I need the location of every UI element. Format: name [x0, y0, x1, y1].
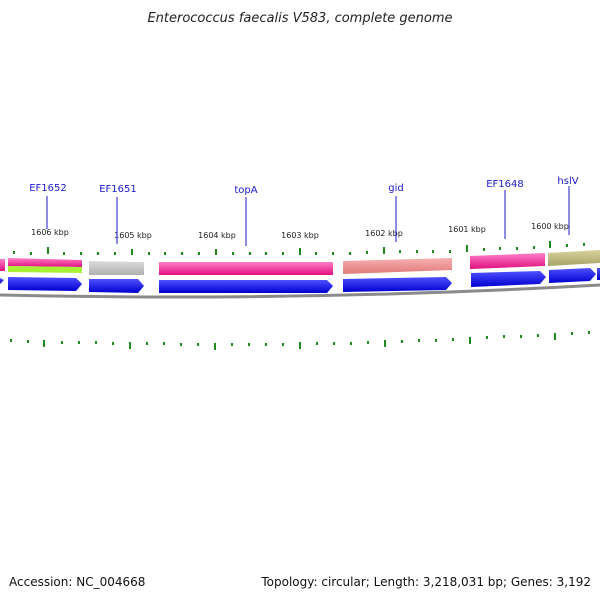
feature-block-ef1652-pink[interactable] [8, 258, 82, 267]
gene-label-ef1652[interactable]: EF1652 [29, 183, 67, 194]
feature-block-ef1648[interactable] [470, 253, 545, 269]
kbp-label-1604: 1604 kbp [198, 231, 236, 240]
feature-block-ef1651[interactable] [89, 261, 144, 275]
feature-block-hslv[interactable] [548, 250, 600, 266]
gene-label-gid[interactable]: gid [388, 183, 403, 194]
feature-block-ef1652-green[interactable] [8, 266, 82, 273]
gene-label-ef1648[interactable]: EF1648 [486, 179, 524, 190]
kbp-label-1606: 1606 kbp [31, 228, 69, 237]
cds-arrow-topa[interactable] [159, 280, 333, 293]
cds-arrow-gid[interactable] [343, 277, 452, 292]
genome-summary: Topology: circular; Length: 3,218,031 bp… [260, 575, 591, 589]
kbp-label-1601: 1601 kbp [448, 225, 486, 234]
feature-blocks [0, 250, 600, 275]
gene-label-ef1651[interactable]: EF1651 [99, 184, 137, 195]
feature-block-gid[interactable] [343, 258, 452, 274]
cds-arrows [0, 268, 600, 293]
map-title: Enterococcus faecalis V583, complete gen… [147, 11, 452, 26]
gene-label-topa[interactable]: topA [234, 185, 257, 196]
feature-block-left-edge[interactable] [0, 259, 5, 271]
cds-arrow-ef1652[interactable] [8, 277, 82, 291]
feature-block-topa[interactable] [159, 262, 333, 275]
kbp-label-1600: 1600 kbp [531, 222, 569, 231]
cds-arrow-ef1651[interactable] [89, 279, 144, 293]
accession-label: Accession: NC_004668 [9, 575, 145, 589]
cds-arrow-right-edge[interactable] [597, 268, 600, 280]
kbp-scale-labels: 1606 kbp 1605 kbp 1604 kbp 1603 kbp 1602… [31, 222, 569, 240]
genome-backbone [0, 283, 600, 299]
outer-ticks [13, 241, 585, 255]
inner-ticks [10, 331, 590, 350]
gene-labels: EF1652 EF1651 topA gid EF1648 hslV [29, 176, 579, 246]
cds-arrow-ef1648[interactable] [471, 271, 546, 287]
cds-arrow-hslv[interactable] [549, 268, 596, 283]
kbp-label-1603: 1603 kbp [281, 231, 319, 240]
gene-label-hslv[interactable]: hslV [557, 176, 578, 187]
kbp-label-1605: 1605 kbp [114, 231, 152, 240]
cds-arrow-left-edge[interactable] [0, 278, 4, 284]
kbp-label-1602: 1602 kbp [365, 229, 403, 238]
